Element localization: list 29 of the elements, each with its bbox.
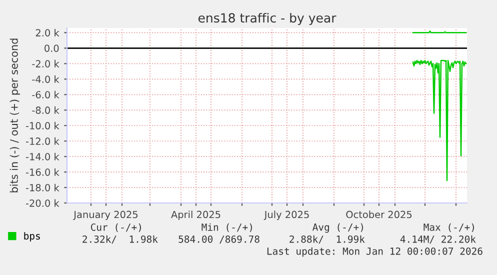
y-tick-label: 0.0 [44, 44, 59, 52]
text: 584.00 /869.78 [178, 235, 260, 244]
y-tick-label: -12.0 k [26, 137, 60, 145]
text: 2.88k/ 1.99k [290, 235, 365, 244]
text: Min (-/+) [202, 223, 252, 232]
y-tick-label: -4.0 k [32, 75, 60, 83]
text: 4.14M/ 22.20k [400, 235, 476, 244]
legend-label: bps [24, 232, 40, 242]
chart-title: ens18 traffic - by year [198, 12, 336, 26]
y-tick-label: -18.0 k [26, 184, 60, 192]
text: Last update: Mon Jan 12 00:00:07 2026 [267, 247, 482, 257]
y-tick-label: 2.0 k [36, 28, 60, 36]
y-tick-label: -14.0 k [26, 152, 60, 160]
text: 2.32k/ 1.98k [82, 235, 158, 244]
y-tick-label: -8.0 k [32, 106, 60, 114]
text: Avg (-/+) [312, 223, 363, 233]
y-tick-label: -10.0 k [26, 122, 60, 130]
y-tick-label: -16.0 k [26, 168, 60, 176]
x-tick-label: January 2025 [73, 210, 138, 220]
x-tick-label: October 2025 [346, 210, 412, 218]
y-tick-label: -6.0 k [32, 90, 60, 98]
x-tick-label: April 2025 [171, 210, 220, 220]
text: Cur (-/+) [90, 223, 141, 232]
text: Max (-/+) [424, 223, 474, 232]
y-tick-label: -20.0 k [26, 199, 60, 207]
y-tick-label: -2.0 k [32, 60, 60, 68]
y-axis-title: bits in (-) / out (+) per second [10, 38, 20, 192]
x-tick-label: July 2025 [264, 210, 309, 220]
line-series [412, 60, 467, 182]
